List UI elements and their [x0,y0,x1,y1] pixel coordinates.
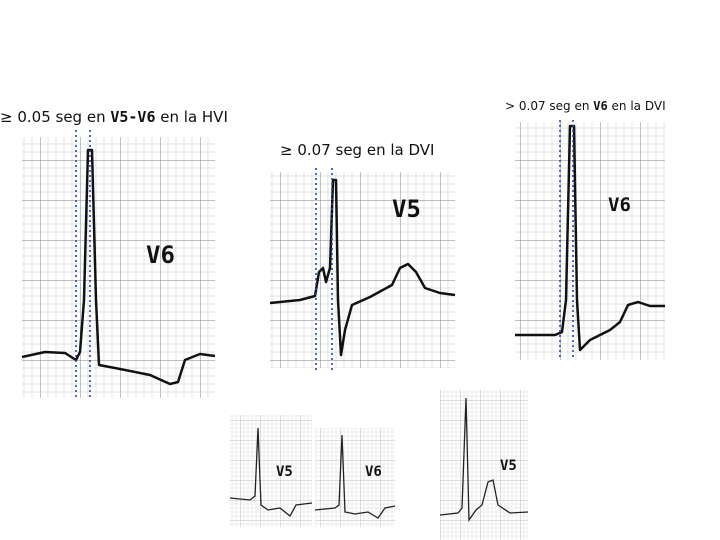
lead-label: V6 [146,241,175,269]
lead-label: V5 [276,464,293,480]
lead-label: V6 [608,194,631,216]
caption-bold: V6 [593,99,607,113]
ecg-grid [315,428,395,527]
ecg-panel: ≥ 0.05 seg en V5-V6 en la HVI V6 [0,108,228,398]
lead-label: V5 [392,195,421,223]
caption-text: en la HVI [156,108,228,126]
ecg-trace [21,148,216,386]
ecg-grid [230,415,312,527]
caption-text: ≥ 0.05 seg en [0,108,110,126]
ecg-grid [270,172,455,368]
ecg-panel: ≥ 0.07 seg en la DVI V5 [269,141,456,370]
ecg-trace [229,427,313,517]
small-strip: V5 [439,390,529,540]
caption-text: ≥ 0.07 seg en la DVI [280,141,434,159]
lead-label: V6 [365,464,382,480]
ecg-trace [439,397,529,522]
caption-bold: V5-V6 [110,108,155,126]
ecg-trace [314,434,396,519]
ecg-grid [515,122,665,360]
small-strip: V5 [229,415,313,527]
caption-text: > 0.07 seg en [505,99,593,113]
caption: ≥ 0.07 seg en la DVI [280,141,434,159]
ecg-trace [269,178,456,357]
ecg-panel: > 0.07 seg en V6 en la DVI V6 [505,99,666,360]
caption: ≥ 0.05 seg en V5-V6 en la HVI [0,108,228,126]
small-strip: V6 [314,428,396,527]
ecg-trace [515,124,665,352]
ecg-grid [22,137,215,398]
caption: > 0.07 seg en V6 en la DVI [505,99,666,113]
lead-label: V5 [500,458,517,474]
ecg-grid [440,390,528,540]
caption-text: en la DVI [608,99,666,113]
